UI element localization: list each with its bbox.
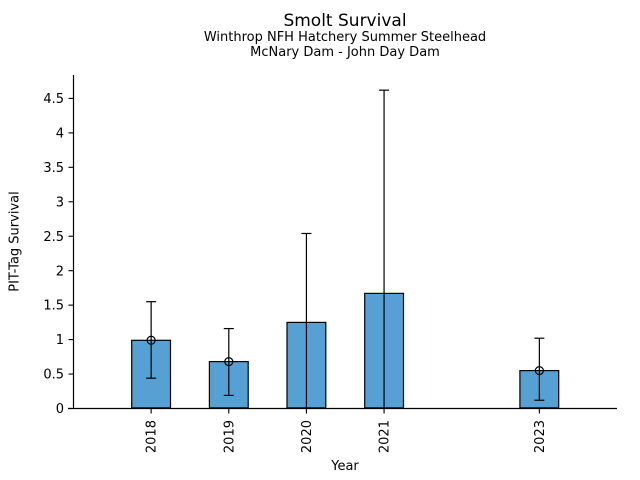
y-tick-label-1: 1 (56, 333, 64, 348)
x-tick-label-2018: 2018 (145, 420, 160, 453)
x-tick-label-2019: 2019 (222, 420, 237, 453)
y-tick-label-0: 0 (56, 402, 64, 417)
y-tick-label-2.5: 2.5 (43, 230, 64, 245)
y-tick-label-3.5: 3.5 (43, 161, 64, 176)
point-marker-2019 (224, 357, 234, 367)
x-tick-label-2023: 2023 (533, 420, 548, 453)
chart-subtitle-line2: McNary Dam - John Day Dam (250, 45, 440, 60)
y-tick-label-1.5: 1.5 (43, 299, 64, 314)
y-tick-label-2: 2 (56, 264, 64, 279)
y-tick-label-4.5: 4.5 (43, 92, 64, 107)
chart-subtitle-line1: Winthrop NFH Hatchery Summer Steelhead (203, 30, 487, 45)
y-tick-label-0.5: 0.5 (43, 368, 64, 383)
x-tick-label-2021: 2021 (378, 420, 393, 453)
point-marker-2023 (534, 366, 544, 376)
chart-title: Smolt Survival (283, 11, 407, 31)
point-marker-2018 (146, 335, 156, 345)
x-tick-label-2020: 2020 (300, 420, 315, 453)
x-axis-label: Year (331, 459, 359, 474)
y-tick-label-4: 4 (56, 127, 64, 142)
y-tick-label-3: 3 (56, 195, 64, 210)
